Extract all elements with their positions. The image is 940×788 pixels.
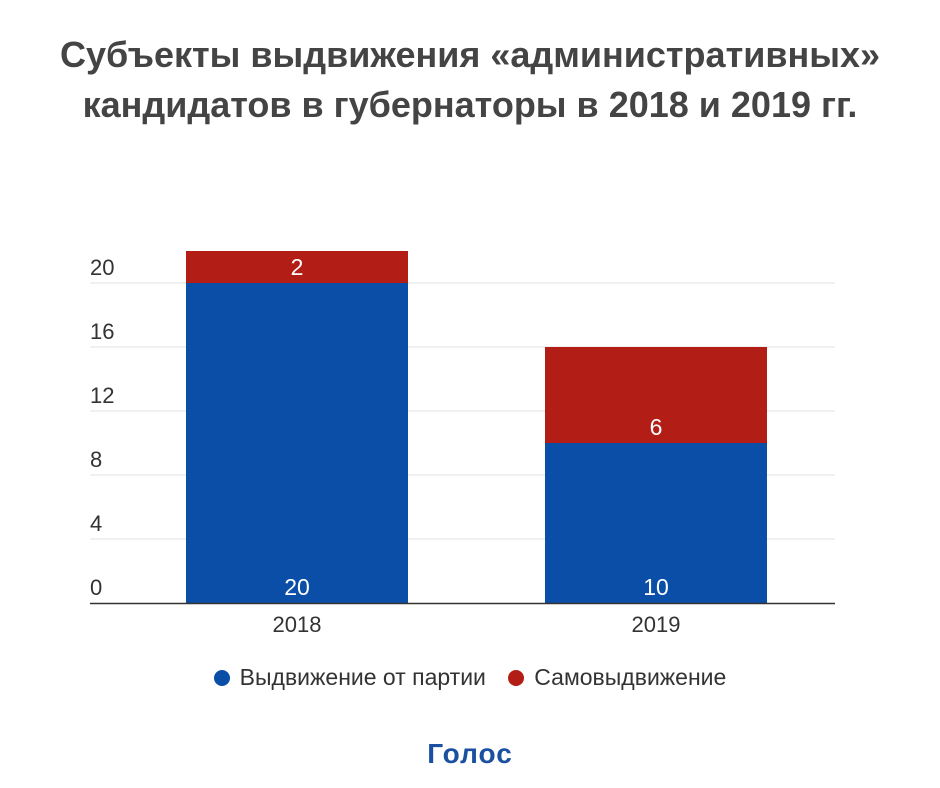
legend-label-self: Самовыдвижение xyxy=(534,664,727,690)
legend-label-party: Выдвижение от партии xyxy=(239,664,486,690)
legend-dot-party xyxy=(213,669,230,686)
data-label: 6 xyxy=(650,414,663,440)
bar-2018-self xyxy=(186,251,408,283)
data-label: 2 xyxy=(291,254,304,280)
legend-item-party: Выдвижение от партии xyxy=(213,664,486,691)
y-tick-label: 16 xyxy=(90,319,114,344)
data-label: 20 xyxy=(284,574,310,600)
chart-title: Субъекты выдвижения «административных» к… xyxy=(0,30,940,130)
y-tick-label: 20 xyxy=(90,255,114,280)
y-tick-label: 0 xyxy=(90,575,102,600)
stacked-bar-chart: 0 4 8 12 16 20 20 2 2018 10 6 2019 xyxy=(90,251,835,637)
data-label: 10 xyxy=(643,574,669,600)
legend: Выдвижение от партии Самовыдвижение xyxy=(0,664,940,692)
chart-title-line1: Субъекты выдвижения «административных» xyxy=(59,34,880,75)
y-tick-label: 12 xyxy=(90,383,114,408)
chart-title-line2: кандидатов в губернаторы в 2018 и 2019 г… xyxy=(82,84,858,125)
y-tick-label: 4 xyxy=(90,511,102,536)
golos-logo: Голос xyxy=(427,738,513,769)
bar-2019-self xyxy=(545,347,767,443)
legend-item-self: Самовыдвижение xyxy=(508,664,726,691)
x-tick-label: 2019 xyxy=(632,612,681,637)
legend-dot-self xyxy=(508,669,525,686)
bar-2019-party xyxy=(545,443,767,603)
bar-2018-party xyxy=(186,283,408,603)
y-tick-label: 8 xyxy=(90,447,102,472)
x-tick-label: 2018 xyxy=(273,612,322,637)
